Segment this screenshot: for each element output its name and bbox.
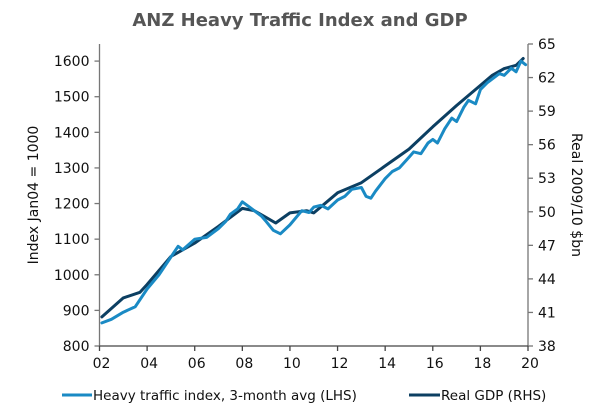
left-tick-label: 1400 [54,125,90,141]
x-tick-group: 02 04 06 08 10 12 14 16 18 20 [93,346,539,372]
left-tick-label: 1100 [54,232,90,248]
right-tick-label: 53 [538,171,556,187]
right-tick-label: 50 [538,205,556,221]
x-tick-label: 14 [378,356,396,372]
legend-label-traffic: Heavy traffic index, 3-month avg (LHS) [93,388,357,404]
x-tick-label: 18 [473,356,491,372]
x-tick-label: 08 [235,356,253,372]
left-tick-label: 1000 [54,268,90,284]
right-tick-label: 62 [538,71,556,87]
right-tick-label: 47 [538,238,556,254]
left-axis-label: Index Jan04 = 1000 [26,126,42,265]
x-tick-label: 10 [283,356,301,372]
right-tick-label: 65 [538,37,556,53]
series-group [100,57,528,325]
left-tick-label: 800 [63,339,90,355]
series-line-real-gdp [100,57,525,319]
chart-title: ANZ Heavy Traffic Index and GDP [132,10,467,31]
x-tick-label: 02 [93,356,111,372]
left-tick-label: 1600 [54,54,90,70]
legend-label-gdp: Real GDP (RHS) [441,388,546,404]
right-axis-label: Real 2009/10 $bn [568,133,584,257]
right-tick-label: 59 [538,104,556,120]
right-tick-label: 56 [538,138,556,154]
x-tick-label: 06 [188,356,206,372]
series-line-heavy-traffic [100,59,528,325]
right-tick-label: 41 [538,305,556,321]
x-tick-label: 04 [140,356,158,372]
left-tick-label: 1200 [54,197,90,213]
x-tick-label: 16 [426,356,444,372]
right-tick-group: 38 41 44 47 50 53 56 59 62 65 [528,37,556,355]
left-tick-group: 800 900 1000 1100 1200 1300 1400 1500 1600 [54,54,100,355]
left-tick-label: 900 [63,303,90,319]
right-tick-label: 44 [538,272,556,288]
x-tick-label: 12 [331,356,349,372]
legend: Heavy traffic index, 3-month avg (LHS) R… [62,388,546,404]
left-tick-label: 1300 [54,161,90,177]
left-tick-label: 1500 [54,90,90,106]
right-tick-label: 38 [538,339,556,355]
x-tick-label: 20 [521,356,539,372]
